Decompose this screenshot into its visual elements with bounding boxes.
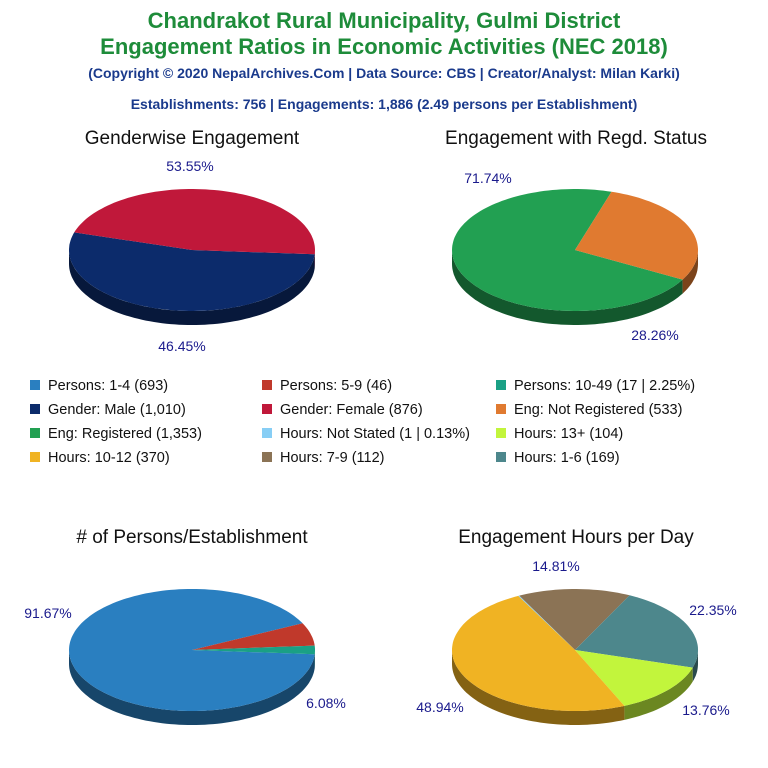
pie-slice-registered [452, 189, 683, 311]
legend-item: Eng: Registered (1,353) [30, 426, 202, 442]
pie-slice-not-registered [575, 191, 698, 280]
legend-swatch [496, 404, 506, 414]
legend-swatch [30, 404, 40, 414]
pie-percent-label: 46.45% [158, 338, 205, 354]
pie-side-registered [452, 250, 683, 325]
pie-side-1-4 [69, 650, 315, 725]
legend-item: Hours: 1-6 (169) [496, 450, 620, 466]
legend-swatch [262, 452, 272, 462]
pie-percent-label: 22.35% [689, 602, 736, 618]
pie-percent-label: 53.55% [166, 158, 213, 174]
main-title-line2: Engagement Ratios in Economic Activities… [100, 34, 668, 59]
legend-item: Gender: Female (876) [262, 402, 423, 418]
pie-side-not-registered [682, 250, 698, 294]
legend-swatch [262, 380, 272, 390]
legend-swatch [262, 428, 272, 438]
legend-item: Eng: Not Registered (533) [496, 402, 682, 418]
legend-item: Hours: 7-9 (112) [262, 450, 385, 466]
legend-item: Persons: 10-49 (17 | 2.25%) [496, 378, 695, 394]
pie-percent-label: 6.08% [306, 695, 346, 711]
summary-line: Establishments: 756 | Engagements: 1,886… [130, 96, 638, 112]
pie-percent-label: 14.81% [532, 558, 579, 574]
pie-side-male [69, 250, 315, 325]
legend-item: Hours: Not Stated (1 | 0.13%) [262, 426, 470, 442]
legend-swatch [496, 380, 506, 390]
chart-title-persons: # of Persons/Establishment [76, 527, 308, 548]
legend-swatch [496, 452, 506, 462]
pie-slice-7-9 [519, 589, 630, 650]
pie-slice-female [74, 189, 315, 255]
legend-item: Hours: 13+ (104) [496, 426, 623, 442]
pie-percent-label: 71.74% [464, 170, 511, 186]
legend-swatch [30, 452, 40, 462]
legend-item: Persons: 5-9 (46) [262, 378, 392, 394]
chart-title-gender: Genderwise Engagement [84, 128, 300, 149]
pie-slice-not-stated [518, 595, 575, 650]
pie-percent-label: 48.94% [416, 699, 463, 715]
legend-swatch [496, 428, 506, 438]
chart-title-hours: Engagement Hours per Day [458, 527, 694, 548]
pie-percent-label: 28.26% [631, 327, 678, 343]
pie-slice-1-4 [69, 589, 315, 711]
pie-slice-13- [575, 650, 693, 706]
chart-title-regd: Engagement with Regd. Status [445, 128, 707, 149]
legend-swatch [30, 380, 40, 390]
legend-item: Gender: Male (1,010) [30, 402, 186, 418]
legend-swatch [30, 428, 40, 438]
pie-side-13- [624, 667, 693, 720]
pie-percent-label: 13.76% [682, 702, 729, 718]
pie-slice-male [69, 232, 315, 311]
pie-slice-10-12 [452, 595, 625, 711]
pie-slice-1-6 [575, 595, 698, 668]
pie-side-10-12 [452, 650, 625, 725]
pie-slice-10-49 [192, 645, 315, 655]
pie-side-1-6 [692, 650, 698, 682]
copyright-line: (Copyright © 2020 NepalArchives.Com | Da… [88, 65, 680, 81]
pie-percent-label: 91.67% [24, 605, 71, 621]
legend-item: Persons: 1-4 (693) [30, 378, 168, 394]
main-title-line1: Chandrakot Rural Municipality, Gulmi Dis… [147, 8, 621, 33]
legend-item: Hours: 10-12 (370) [30, 450, 170, 466]
pie-slice-5-9 [192, 623, 315, 650]
legend-swatch [262, 404, 272, 414]
